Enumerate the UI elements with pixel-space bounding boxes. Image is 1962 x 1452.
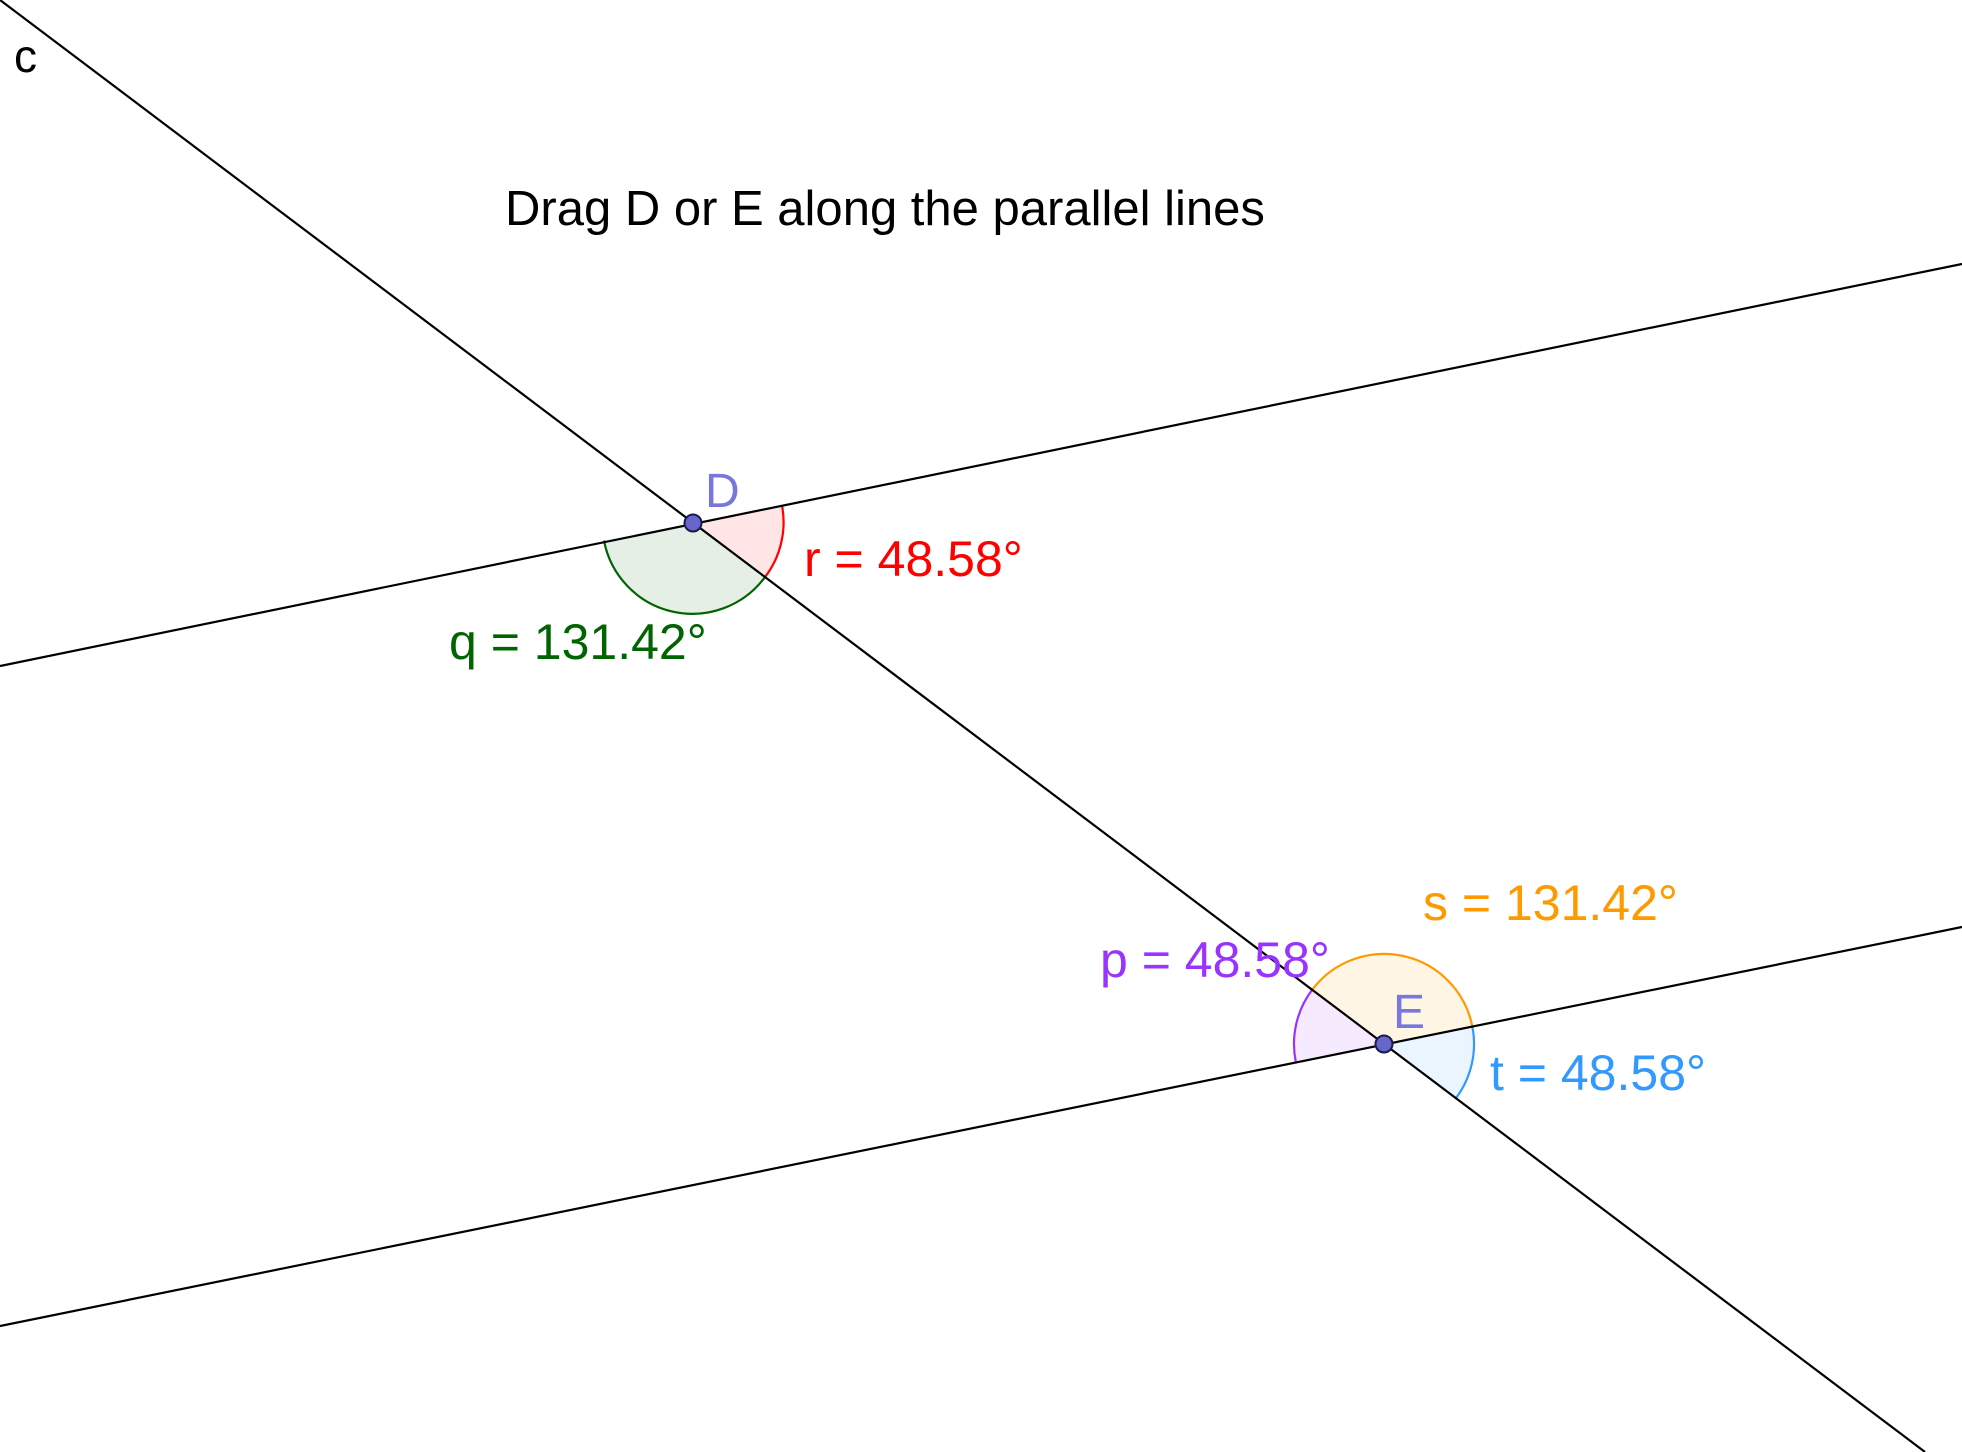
parallel-line-upper[interactable]: [0, 262, 1962, 668]
point-d[interactable]: [683, 513, 703, 533]
angle-s-sector: [1312, 953, 1473, 1044]
angle-s-arc: [1311, 952, 1474, 1027]
angle-r-label: r = 48.58°: [804, 531, 1023, 587]
angle-p-label: p = 48.58°: [1100, 932, 1330, 988]
angle-p-sector: [1293, 989, 1384, 1062]
transversal-label: c: [14, 30, 37, 82]
angle-r-arc: [763, 505, 785, 578]
angle-q-arc: [602, 540, 766, 615]
angle-s-label: s = 131.42°: [1423, 875, 1678, 931]
angle-t-arc: [1454, 1026, 1476, 1099]
angle-q-sector: [604, 523, 765, 614]
angle-r-sector: [693, 505, 784, 578]
parallel-line-lower[interactable]: [0, 925, 1962, 1328]
angle-t-sector: [1384, 1026, 1475, 1099]
angle-t-label: t = 48.58°: [1490, 1045, 1706, 1101]
point-e-label: E: [1393, 986, 1425, 1039]
angle-p-arc: [1292, 989, 1314, 1062]
instruction-text: Drag D or E along the parallel lines: [505, 182, 1265, 236]
point-d-label: D: [705, 465, 740, 518]
point-e[interactable]: [1374, 1034, 1394, 1054]
angle-q-label: q = 131.42°: [449, 614, 707, 670]
